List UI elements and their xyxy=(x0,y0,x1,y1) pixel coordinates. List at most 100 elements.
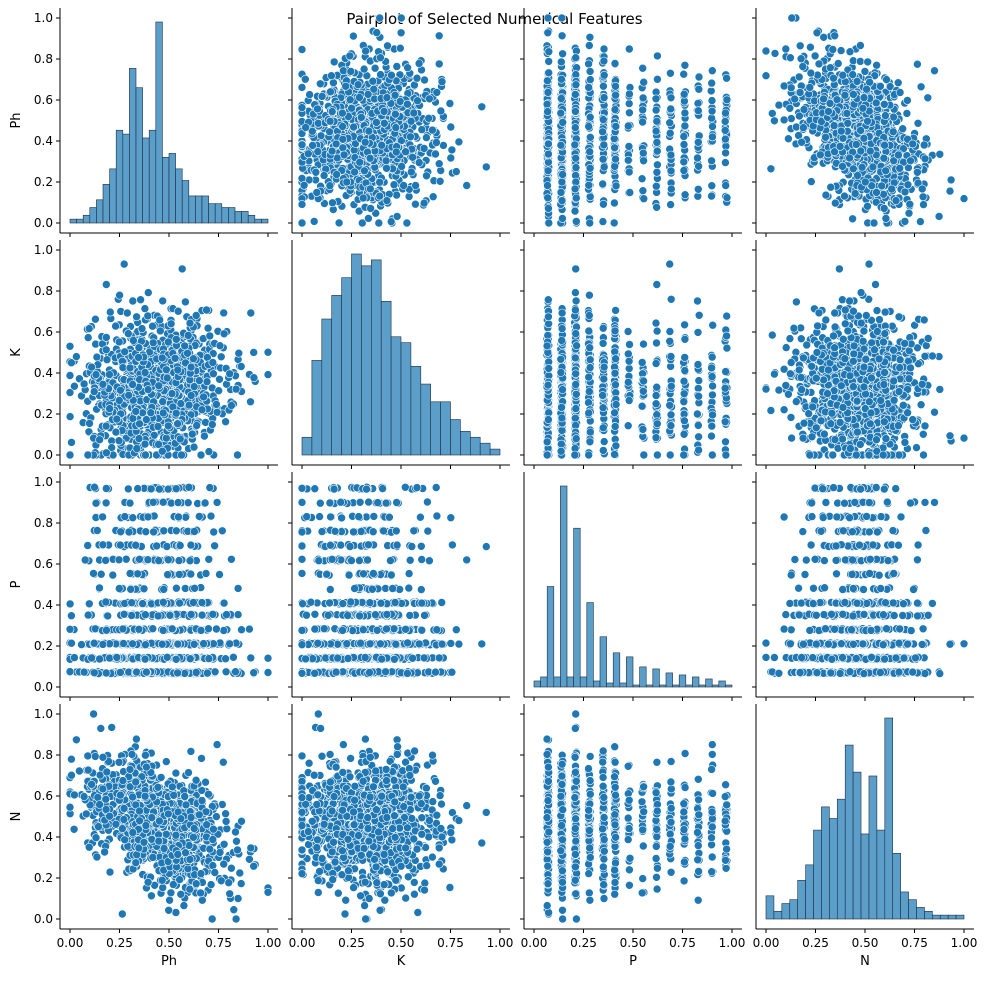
scatter-point xyxy=(879,100,889,109)
hist-bar-Ph xyxy=(254,218,262,224)
scatter-point xyxy=(900,217,910,226)
scatter-point xyxy=(132,312,141,322)
scatter-point xyxy=(624,44,634,54)
scatter-point xyxy=(209,369,218,379)
scatter-point xyxy=(638,117,647,127)
scatter-point xyxy=(653,51,662,61)
scatter-point xyxy=(477,102,487,112)
scatter-point xyxy=(202,377,212,387)
scatter-point xyxy=(862,84,871,94)
scatter-point xyxy=(184,400,194,410)
hist-bar-Ph xyxy=(109,168,117,224)
scatter-point xyxy=(202,305,211,315)
scatter-point xyxy=(297,83,307,92)
scatter-point xyxy=(136,295,145,305)
scatter-point xyxy=(111,427,121,437)
scatter-point xyxy=(356,113,366,122)
scatter-point xyxy=(845,47,855,57)
scatter-point xyxy=(652,168,662,177)
scatter-point xyxy=(376,53,385,63)
scatter-point xyxy=(806,42,815,52)
scatter-point xyxy=(300,74,310,84)
scatter-point xyxy=(246,308,256,318)
scatter-point xyxy=(830,31,840,41)
y-tick-label: 0.2 xyxy=(34,175,53,189)
scatter-point xyxy=(879,153,889,163)
scatter-point xyxy=(557,13,567,23)
scatter-point xyxy=(191,311,201,320)
scatter-point xyxy=(358,193,368,203)
scatter-point xyxy=(158,408,168,418)
scatter-point xyxy=(173,306,183,316)
scatter-point xyxy=(327,107,337,116)
scatter-point xyxy=(297,103,307,112)
scatter-point xyxy=(666,150,676,160)
scatter-point xyxy=(919,140,929,150)
scatter-point xyxy=(829,73,838,83)
scatter-point xyxy=(637,174,647,183)
scatter-point xyxy=(679,166,689,175)
scatter-point xyxy=(891,196,901,205)
y-tick-label: 0.8 xyxy=(34,52,53,66)
scatter-point xyxy=(543,28,553,38)
scatter-point xyxy=(599,140,609,150)
scatter-point xyxy=(116,385,125,395)
scatter-point xyxy=(446,122,456,132)
scatter-point xyxy=(881,166,891,176)
scatter-point xyxy=(903,180,913,190)
scatter-point xyxy=(419,144,429,153)
scatter-point xyxy=(610,105,620,114)
scatter-point xyxy=(101,421,111,431)
scatter-point xyxy=(437,77,447,86)
scatter-point xyxy=(651,181,661,191)
scatter-point xyxy=(434,159,444,168)
scatter-point xyxy=(863,201,872,211)
scatter-point xyxy=(396,13,406,23)
scatter-point xyxy=(707,156,716,166)
scatter-point xyxy=(233,450,242,460)
scatter-point xyxy=(142,415,151,424)
scatter-point xyxy=(652,326,662,336)
scatter-point xyxy=(95,435,104,445)
scatter-point xyxy=(435,177,445,186)
scatter-point xyxy=(162,365,171,375)
scatter-point xyxy=(422,171,431,181)
scatter-point xyxy=(707,106,717,116)
scatter-point xyxy=(810,51,820,61)
hist-bar-K xyxy=(440,401,451,456)
scatter-point xyxy=(665,118,675,127)
hist-bar-K xyxy=(351,253,362,456)
scatter-point xyxy=(881,111,890,120)
scatter-point xyxy=(598,154,608,164)
scatter-point xyxy=(876,82,885,91)
scatter-point xyxy=(345,95,355,104)
scatter-point xyxy=(571,107,580,116)
scatter-point xyxy=(212,407,222,417)
scatter-point xyxy=(312,188,322,197)
y-axis-label: Ph xyxy=(9,112,24,128)
scatter-point xyxy=(414,59,424,68)
scatter-point xyxy=(162,373,172,383)
scatter-point xyxy=(317,92,327,101)
hist-bar-K xyxy=(420,383,431,456)
scatter-point xyxy=(197,405,207,415)
scatter-point xyxy=(158,296,167,306)
scatter-point xyxy=(83,450,93,460)
scatter-point xyxy=(65,341,75,351)
y-axis-label: K xyxy=(9,348,24,357)
scatter-point xyxy=(913,168,922,177)
scatter-point xyxy=(852,77,862,86)
scatter-point xyxy=(128,414,138,423)
scatter-point xyxy=(721,134,730,144)
scatter-point xyxy=(625,188,635,197)
scatter-point xyxy=(144,288,153,297)
scatter-point xyxy=(666,104,676,114)
scatter-point xyxy=(857,162,867,172)
scatter-point xyxy=(599,199,608,209)
scatter-point xyxy=(128,380,137,389)
scatter-point xyxy=(639,156,648,166)
scatter-point xyxy=(779,115,789,125)
scatter-point xyxy=(305,90,314,99)
scatter-point xyxy=(770,49,780,58)
